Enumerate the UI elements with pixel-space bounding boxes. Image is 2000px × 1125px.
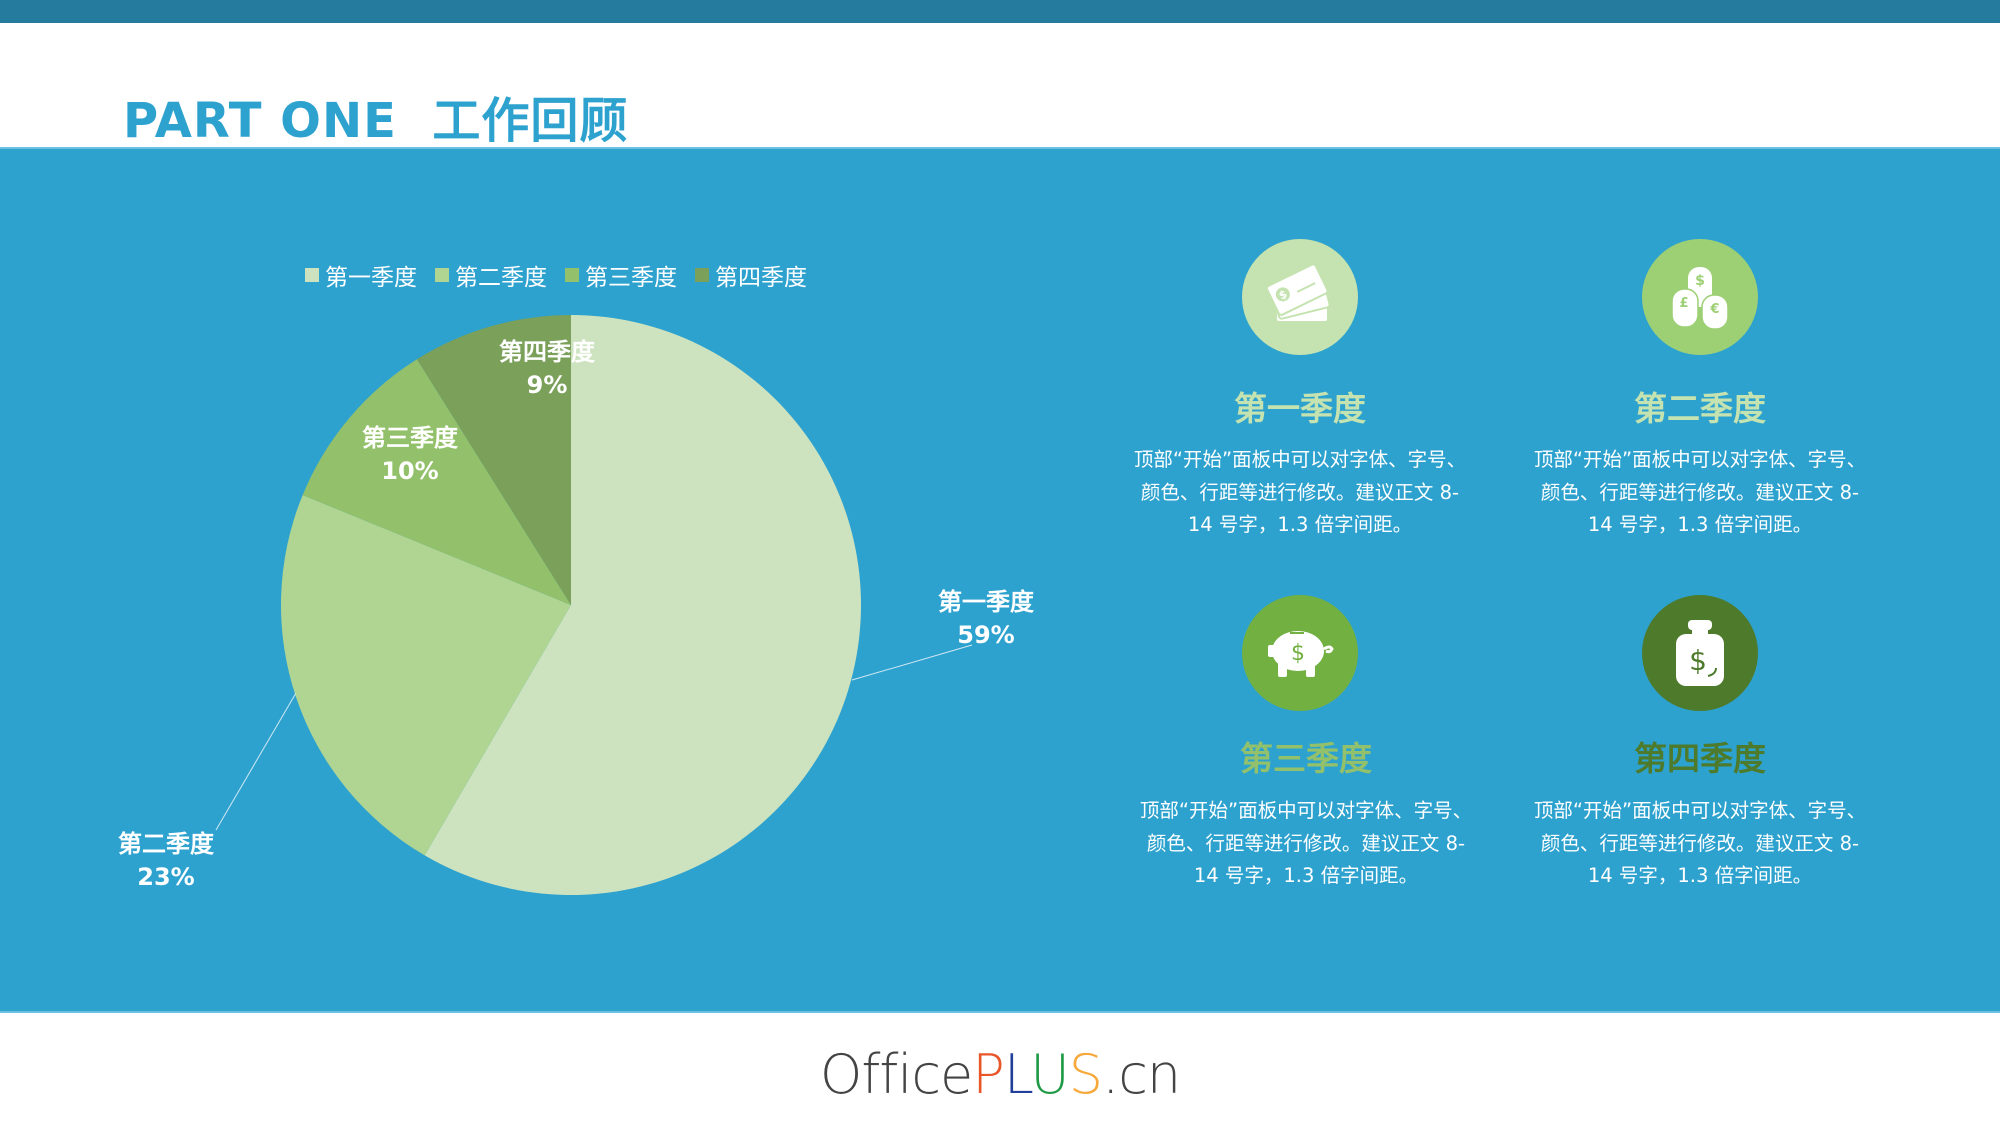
legend-swatch [435,268,449,282]
logo-letter-u: U [1030,1043,1070,1106]
officeplus-logo: OfficePLUS.cn [0,1043,2000,1106]
card-title: 第一季度 [1234,389,1366,428]
card-body: 顶部“开始”面板中可以对字体、字号、 颜色、行距等进行修改。建议正文 8- 14… [1530,795,1870,893]
card-body-line: 14 号字，1.3 倍字间距。 [1193,864,1419,887]
card-title: 第四季度 [1634,739,1766,778]
coin-stacks-icon: $ £ € [1642,239,1758,355]
legend-swatch [565,268,579,282]
svg-text:€: € [1709,302,1719,317]
credit-cards-icon: $ [1242,239,1358,355]
chart-legend: 第一季度 第二季度 第三季度 第四季度 [305,258,807,292]
footer: OfficePLUS.cn [0,1013,2000,1125]
svg-text:$: $ [1695,273,1705,289]
svg-text:$: $ [1689,644,1707,677]
card-body-line: 颜色、行距等进行修改。建议正文 8- [1140,480,1460,504]
logo-letter-s: S [1068,1043,1103,1106]
logo-text-office: Office [819,1043,973,1106]
card-body: 顶部“开始”面板中可以对字体、字号、 颜色、行距等进行修改。建议正文 8- 14… [1130,444,1470,542]
card-body-line: 颜色、行距等进行修改。建议正文 8- [1540,480,1860,504]
card-body-line: 顶部“开始”面板中可以对字体、字号、 [1139,799,1473,822]
page-title: PART ONE 工作回顾 [123,93,629,149]
svg-text:£: £ [1679,296,1688,311]
legend-item-q3: 第三季度 [565,258,677,292]
legend-swatch [305,268,319,282]
money-bag-icon: $ [1642,595,1758,711]
logo-letter-l: L [1003,1043,1031,1106]
legend-label: 第一季度 [325,265,417,291]
top-accent-bar [0,0,2000,23]
card-body: 顶部“开始”面板中可以对字体、字号、 颜色、行距等进行修改。建议正文 8- 14… [1530,444,1870,542]
logo-letter-p: P [972,1043,1005,1106]
card-body-line: 顶部“开始”面板中可以对字体、字号、 [1133,448,1467,471]
legend-label: 第二季度 [455,265,547,291]
card-title: 第二季度 [1634,389,1766,428]
header: PART ONE 工作回顾 [0,23,2000,149]
card-body-line: 顶部“开始”面板中可以对字体、字号、 [1533,448,1867,471]
legend-label: 第三季度 [585,265,677,291]
card-body-line: 颜色、行距等进行修改。建议正文 8- [1146,831,1466,855]
card-body-line: 14 号字，1.3 倍字间距。 [1587,513,1813,536]
card-body-line: 14 号字，1.3 倍字间距。 [1187,513,1413,536]
legend-label: 第四季度 [715,265,807,291]
card-body-line: 顶部“开始”面板中可以对字体、字号、 [1533,799,1867,822]
legend-swatch [695,268,709,282]
card-body: 顶部“开始”面板中可以对字体、字号、 颜色、行距等进行修改。建议正文 8- 14… [1136,795,1476,893]
svg-text:$: $ [1291,641,1305,666]
card-title: 第三季度 [1240,739,1372,778]
piggy-bank-icon: $ [1242,595,1358,711]
card-body-line: 14 号字，1.3 倍字间距。 [1587,864,1813,887]
card-body-line: 颜色、行距等进行修改。建议正文 8- [1540,831,1860,855]
legend-item-q4: 第四季度 [695,258,807,292]
logo-text-cn: .cn [1102,1043,1181,1106]
legend-item-q1: 第一季度 [305,258,417,292]
legend-item-q2: 第二季度 [435,258,547,292]
